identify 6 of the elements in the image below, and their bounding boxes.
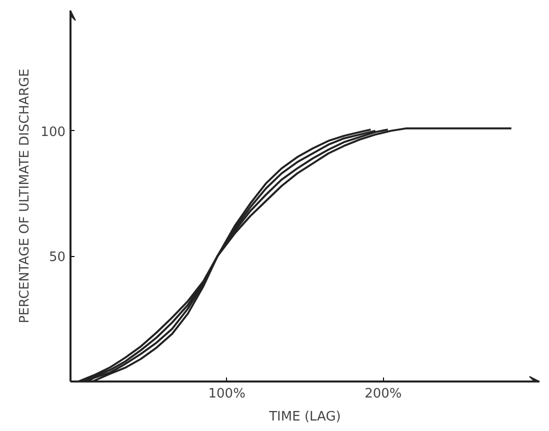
x-tick-label: 200% xyxy=(364,386,402,402)
x-tick-label: 100% xyxy=(208,386,246,402)
y-axis-title: PERCENTAGE OF ULTIMATE DISCHARGE xyxy=(18,68,33,324)
y-tick-label: 50 xyxy=(48,250,66,266)
x-axis-title: TIME (LAG) xyxy=(268,410,341,424)
y-tick-label: 100 xyxy=(40,124,66,140)
